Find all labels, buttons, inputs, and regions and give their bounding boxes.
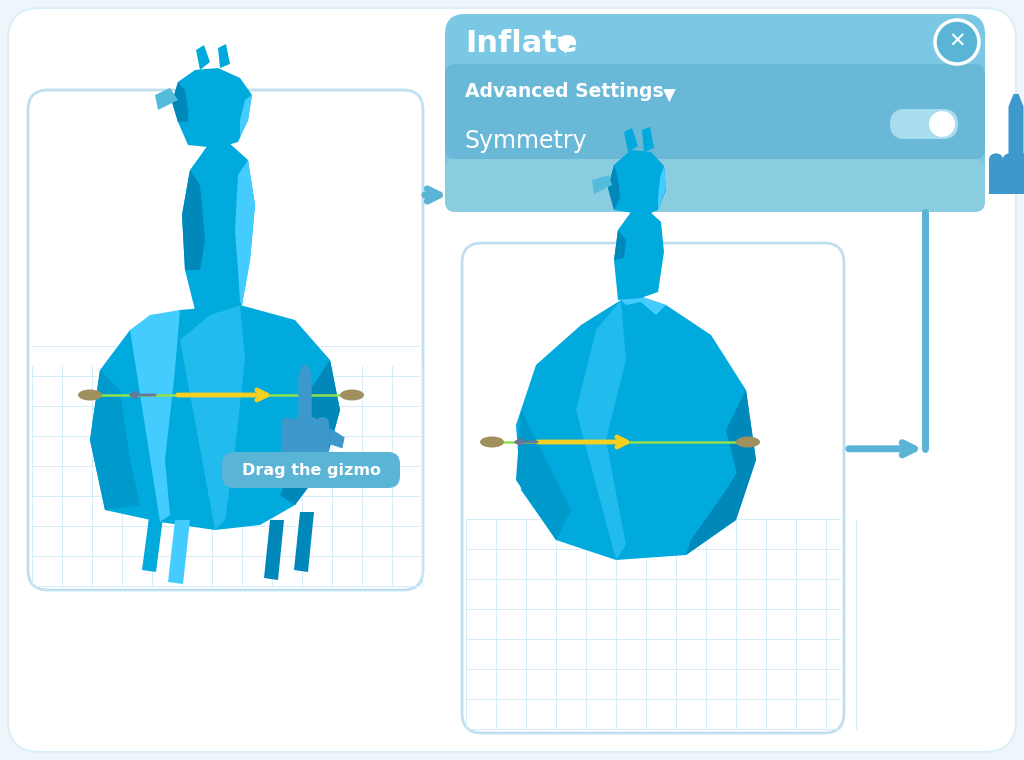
Ellipse shape [316, 417, 329, 427]
Text: ▼: ▼ [557, 34, 574, 54]
Polygon shape [1009, 94, 1024, 159]
Polygon shape [726, 390, 756, 520]
Ellipse shape [480, 436, 504, 448]
Polygon shape [90, 370, 140, 510]
Ellipse shape [1002, 154, 1017, 165]
Polygon shape [608, 150, 666, 215]
FancyBboxPatch shape [462, 243, 844, 733]
Text: ✕: ✕ [948, 32, 966, 52]
Polygon shape [658, 166, 666, 210]
Ellipse shape [1017, 154, 1024, 165]
FancyBboxPatch shape [28, 90, 423, 590]
Polygon shape [329, 427, 345, 448]
Ellipse shape [78, 389, 102, 401]
FancyBboxPatch shape [222, 452, 400, 488]
Text: Symmetry: Symmetry [465, 129, 588, 153]
Polygon shape [130, 310, 180, 522]
Polygon shape [516, 410, 571, 540]
Polygon shape [168, 520, 190, 584]
Polygon shape [592, 175, 612, 194]
FancyBboxPatch shape [890, 109, 958, 139]
Polygon shape [642, 127, 654, 152]
Polygon shape [142, 510, 164, 572]
Polygon shape [294, 512, 314, 572]
Polygon shape [218, 44, 230, 68]
Polygon shape [172, 82, 188, 122]
Circle shape [935, 20, 979, 64]
Ellipse shape [294, 417, 305, 427]
Polygon shape [238, 95, 252, 142]
Text: Inflate: Inflate [465, 29, 578, 58]
Polygon shape [172, 68, 252, 148]
Polygon shape [614, 230, 626, 260]
Polygon shape [180, 305, 245, 530]
Polygon shape [182, 142, 255, 312]
Ellipse shape [989, 154, 1002, 165]
Ellipse shape [282, 417, 294, 427]
Polygon shape [90, 305, 340, 530]
Ellipse shape [736, 436, 760, 448]
Polygon shape [155, 88, 178, 110]
Polygon shape [988, 159, 1024, 194]
Polygon shape [614, 210, 664, 300]
Polygon shape [280, 360, 340, 505]
FancyBboxPatch shape [445, 159, 985, 212]
Ellipse shape [340, 389, 364, 401]
FancyBboxPatch shape [445, 14, 985, 212]
Ellipse shape [305, 417, 317, 427]
Polygon shape [516, 295, 756, 560]
Polygon shape [196, 45, 210, 70]
Polygon shape [608, 165, 620, 210]
Circle shape [929, 111, 955, 137]
Polygon shape [234, 160, 255, 305]
Text: ▼: ▼ [663, 87, 676, 105]
Polygon shape [624, 128, 638, 152]
FancyBboxPatch shape [8, 8, 1016, 752]
Polygon shape [621, 295, 666, 315]
Polygon shape [281, 422, 329, 453]
FancyBboxPatch shape [445, 64, 985, 159]
Polygon shape [298, 365, 311, 422]
Polygon shape [264, 520, 284, 580]
Polygon shape [182, 170, 205, 270]
Polygon shape [686, 450, 751, 555]
Text: Drag the gizmo: Drag the gizmo [242, 463, 381, 477]
Text: Advanced Settings: Advanced Settings [465, 82, 664, 101]
Polygon shape [575, 300, 626, 560]
